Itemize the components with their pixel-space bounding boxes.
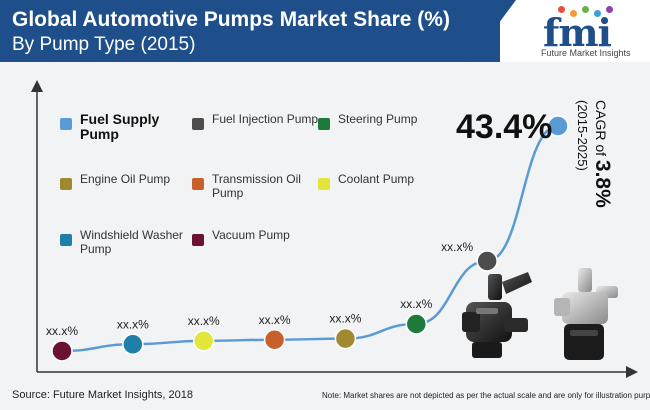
legend-swatch [60,234,72,246]
legend-label: Windshield Washer Pump [80,228,183,256]
x-axis-arrow [626,366,638,378]
logo-dot [594,10,601,17]
data-label: xx.x% [441,240,473,254]
fmi-logo: fmi Future Market Insights [540,4,644,60]
chart-axes [31,80,638,378]
y-axis-arrow [31,80,43,92]
logo-dot [570,10,577,17]
legend-swatch [192,118,204,130]
logo-dots [548,6,640,20]
logo-dot [558,6,565,13]
data-label: xx.x% [400,297,432,311]
legend-swatch [60,118,72,130]
chart-title: Global Automotive Pumps Market Share (%) [12,8,450,31]
legend-label: Fuel Supply Pump [80,111,160,142]
cagr-prefix: CAGR of [593,100,609,160]
chart-subtitle: By Pump Type (2015) [12,34,196,55]
data-point [334,327,357,350]
logo-dot [606,6,613,13]
logo-word: fmi [543,10,612,55]
pump-image-silver [554,268,618,360]
header: Global Automotive Pumps Market Share (%)… [0,0,650,62]
data-label: xx.x% [188,314,220,328]
legend-label: Transmission Oil Pump [212,172,301,200]
cagr-period: (2015-2025) [575,100,590,171]
data-point [405,313,428,335]
source-note: Source: Future Market Insights, 2018 [12,389,193,401]
data-label: xx.x% [329,312,361,326]
disclaimer-note: Note: Market shares are not depicted as … [322,391,650,400]
logo-tagline: Future Market Insights [541,48,631,58]
logo-dot [582,6,589,13]
legend-label: Engine Oil Pump [80,172,171,186]
data-labels: xx.x% xx.x% xx.x% xx.x% xx.x% xx.x% xx.x% [46,240,473,338]
legend-label: Fuel Injection Pump [212,112,319,126]
data-point [476,250,498,272]
cagr-value: 3.8% [591,159,614,208]
data-label: xx.x% [259,313,291,327]
legend-swatch [318,178,330,190]
legend-swatch [318,118,330,130]
data-point [192,330,215,352]
data-point [51,340,73,362]
cagr-callout: CAGR of 3.8% (2015-2025) [575,100,644,270]
highlight-value: 43.4% [456,108,553,146]
legend-label: Coolant Pump [338,172,415,186]
legend-swatch [60,178,72,190]
data-markers [51,115,569,362]
legend-swatch [192,178,204,190]
data-point [122,333,144,355]
data-point [547,115,569,137]
data-label: xx.x% [46,324,78,338]
cagr-text: CAGR of 3.8% [590,100,614,208]
data-point [263,329,286,351]
data-label: xx.x% [117,317,149,331]
banner-corner [470,0,516,62]
legend-swatch [192,234,204,246]
pump-image-black [462,272,532,358]
legend-label: Vacuum Pump [212,228,290,242]
legend-label: Steering Pump [338,112,418,126]
title-banner [0,0,500,62]
